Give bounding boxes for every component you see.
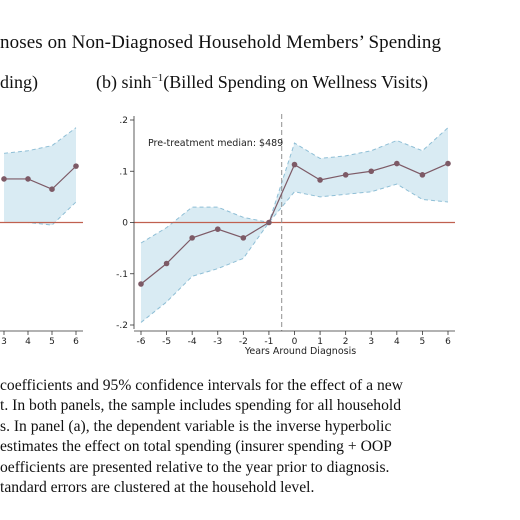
- panel-a-point: [49, 186, 55, 192]
- panel-b-y-tick-label: -.2: [116, 321, 128, 331]
- panel-a-title: ding): [0, 72, 38, 92]
- panel-b-x-tick-label: -2: [239, 337, 248, 347]
- figure-caption: coefficients and 95% confidence interval…: [0, 376, 520, 498]
- caption-line: tandard errors are clustered at the hous…: [0, 479, 315, 497]
- panel-b-y-tick-label: .2: [119, 116, 128, 126]
- panel-b-title-superscript: −1: [151, 72, 164, 84]
- panel-b-x-tick-label: 2: [343, 337, 349, 347]
- panel-b-x-tick-label: 3: [368, 337, 374, 347]
- panel-a-x-tick-label: 4: [25, 337, 31, 347]
- panel-b-point: [291, 161, 298, 168]
- caption-line: coefficients and 95% confidence interval…: [0, 377, 403, 394]
- panel-b-point: [189, 235, 195, 241]
- panel-a-point: [73, 163, 79, 169]
- panel-a-x-tick-label: 5: [49, 337, 55, 347]
- panel-b-x-axis-label: Years Around Diagnosis: [244, 346, 356, 357]
- panel-b-point: [368, 168, 375, 175]
- panel-b-x-tick-label: -5: [162, 337, 171, 347]
- panel-b-point: [445, 160, 451, 167]
- panel-b-x-tick-label: -4: [188, 337, 197, 347]
- panel-b-annotation: Pre-treatment median: $489: [148, 138, 283, 149]
- panel-b-point: [163, 260, 170, 267]
- panel-b-title-prefix: (b) sinh: [96, 72, 152, 92]
- figure-title: noses on Non-Diagnosed Household Members…: [0, 32, 442, 53]
- panel-b-x-tick-label: -3: [213, 337, 222, 347]
- panel-b-x-tick-label: -6: [137, 337, 146, 347]
- panel-b-chart: -.2 -.1 0 .1 .2 -6 -5 -4 -3 -2 -1 0 1 2 3 4 5 6 Pre-treatm…: [116, 114, 455, 357]
- panel-b-ci-band: [141, 127, 448, 323]
- panel-a-series-line: [4, 165, 77, 190]
- panel-b-point: [240, 235, 247, 241]
- panel-b-ci-upper: [140, 127, 449, 244]
- caption-line: estimates the effect on total spending (…: [0, 438, 392, 456]
- panel-b-point: [419, 172, 426, 178]
- panel-a-ci-band: [4, 127, 76, 226]
- panel-a-x-tick-label: 3: [1, 337, 7, 347]
- caption-line: oefficients are presented relative to th…: [0, 458, 390, 476]
- caption-line: s. In panel (a), the dependent variable …: [0, 417, 392, 435]
- panel-a-ci-lower: [4, 201, 77, 226]
- panel-b-y-tick-label: .1: [119, 167, 128, 177]
- panel-a-x-tick-label: 6: [73, 337, 79, 347]
- panel-a-ci-upper: [3, 127, 77, 154]
- panel-b-y-tick-label: -.1: [116, 270, 128, 280]
- panel-b-x-tick-label: -1: [264, 337, 273, 347]
- panel-b-point: [266, 219, 272, 226]
- event-study-figure: 3 4 5 6 -.2 -.1 0 .1 .2 -6 -5 -4 -3 -2 -1 0 1 2 3 4 5 6 Pre-t…: [0, 114, 455, 357]
- panel-b-x-tick-label: 4: [394, 337, 400, 347]
- panel-b-ci-lower: [140, 183, 449, 323]
- panel-b-title: (b) sinh−1(Billed Spending on Wellness V…: [96, 72, 428, 93]
- panel-b-point: [138, 281, 144, 287]
- panel-b-x-tick-label: 6: [445, 337, 451, 347]
- panel-a-point: [1, 176, 7, 182]
- panel-b-title-rest: (Billed Spending on Wellness Visits): [163, 72, 429, 92]
- panel-b-point: [394, 160, 400, 167]
- panel-a-chart: 3 4 5 6: [0, 127, 83, 347]
- panel-b-point: [214, 226, 221, 232]
- panel-b-y-tick-label: 0: [122, 219, 128, 229]
- panel-b-point: [342, 172, 349, 178]
- panel-b-x-tick-label: 0: [292, 337, 298, 347]
- panel-a-point: [25, 176, 31, 182]
- panel-b-x-tick-label: 5: [420, 337, 426, 347]
- caption-line: t. In both panels, the sample includes s…: [0, 397, 402, 415]
- panel-b-x-tick-label: 1: [317, 337, 323, 347]
- panel-b-point: [317, 177, 323, 183]
